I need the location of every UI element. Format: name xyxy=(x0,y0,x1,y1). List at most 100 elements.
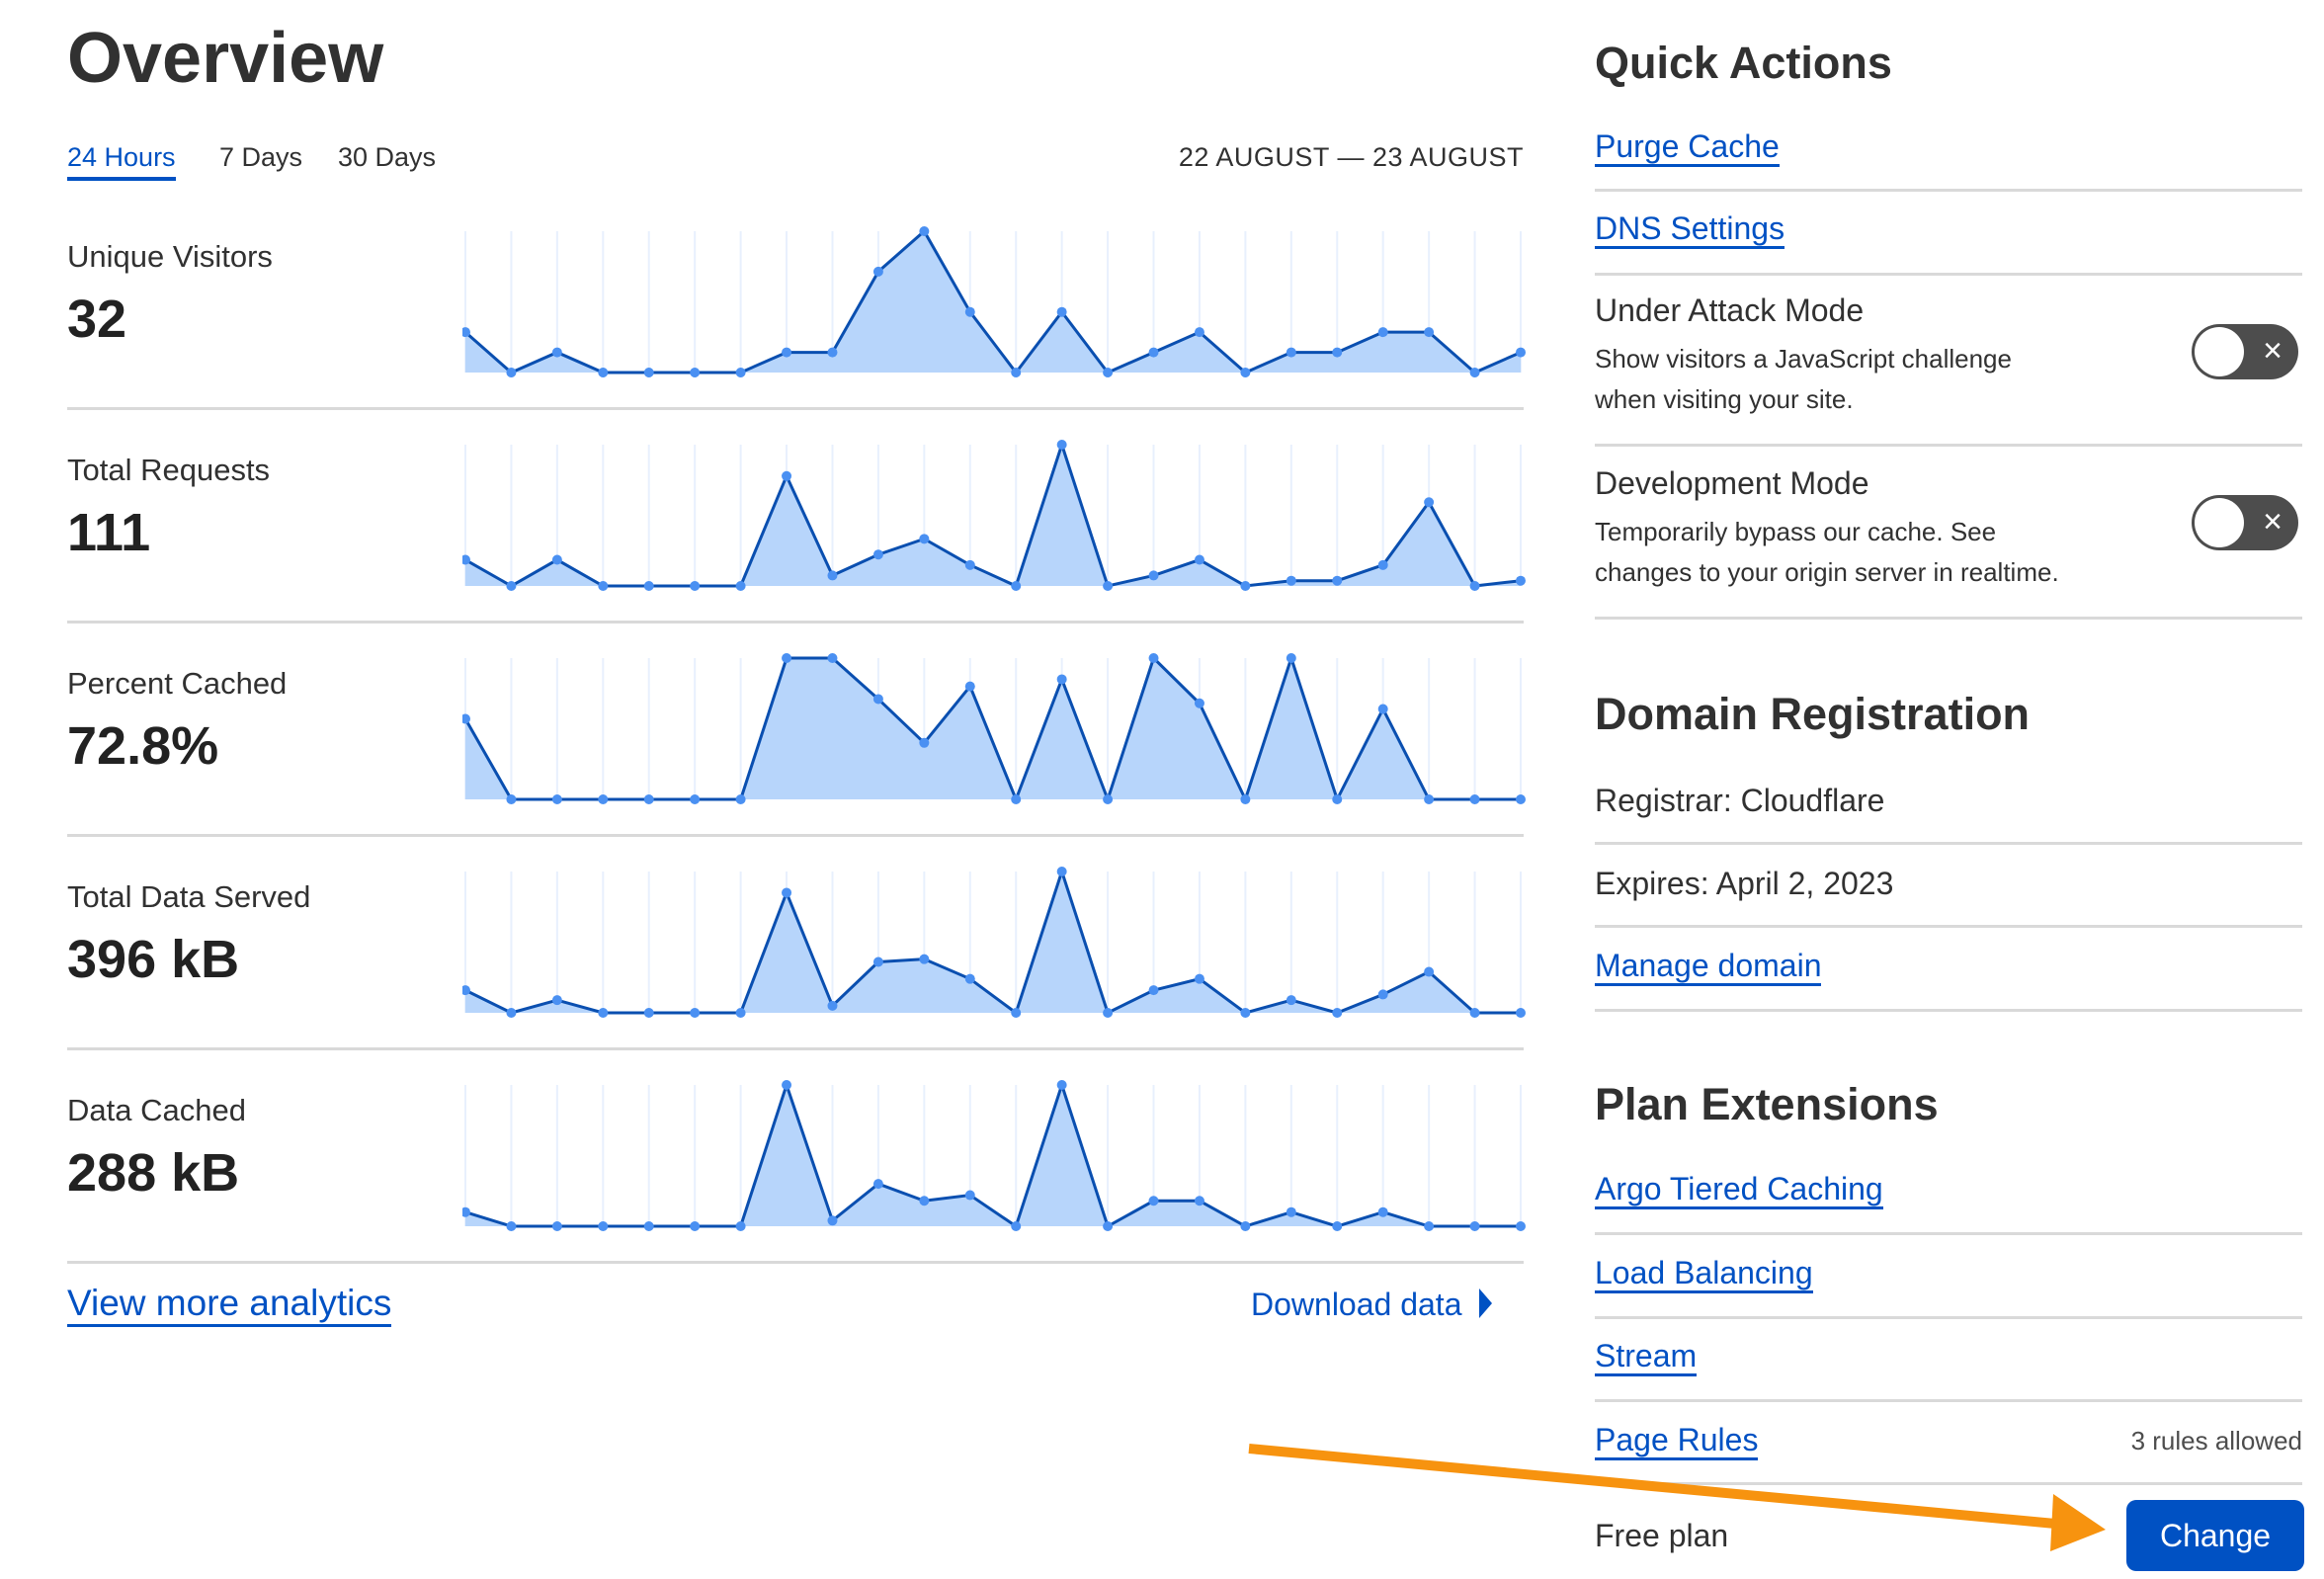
data-point[interactable] xyxy=(1011,1008,1022,1018)
data-point[interactable] xyxy=(1103,1008,1114,1018)
under-attack-mode-toggle[interactable]: × xyxy=(2192,324,2298,379)
data-point[interactable] xyxy=(1103,794,1114,804)
data-point[interactable] xyxy=(1011,368,1022,377)
data-point[interactable] xyxy=(1424,327,1435,338)
data-point[interactable] xyxy=(782,653,792,663)
data-point[interactable] xyxy=(1332,1221,1343,1231)
data-point[interactable] xyxy=(1424,794,1435,804)
data-point[interactable] xyxy=(1011,1221,1022,1231)
data-point[interactable] xyxy=(506,794,517,804)
data-point[interactable] xyxy=(690,368,701,377)
data-point[interactable] xyxy=(782,347,792,358)
data-point[interactable] xyxy=(919,534,930,544)
data-point[interactable] xyxy=(598,794,609,804)
data-point[interactable] xyxy=(1011,581,1022,591)
data-point[interactable] xyxy=(1194,327,1204,338)
data-point[interactable] xyxy=(1194,554,1204,565)
argo-tiered-caching-link[interactable]: Argo Tiered Caching xyxy=(1595,1171,1883,1209)
data-point[interactable] xyxy=(872,549,883,560)
data-point[interactable] xyxy=(643,368,654,377)
data-point[interactable] xyxy=(1240,581,1251,591)
data-point[interactable] xyxy=(1148,653,1159,663)
data-point[interactable] xyxy=(1240,794,1251,804)
data-point[interactable] xyxy=(690,581,701,591)
data-point[interactable] xyxy=(1056,867,1067,876)
data-point[interactable] xyxy=(462,1206,470,1217)
data-point[interactable] xyxy=(919,954,930,964)
data-point[interactable] xyxy=(1424,1221,1435,1231)
data-point[interactable] xyxy=(964,973,975,984)
data-point[interactable] xyxy=(827,347,838,358)
data-point[interactable] xyxy=(643,1008,654,1018)
data-point[interactable] xyxy=(919,226,930,236)
data-point[interactable] xyxy=(1377,327,1388,338)
data-point[interactable] xyxy=(1286,575,1296,586)
tab-7-days[interactable]: 7 Days xyxy=(219,142,303,172)
data-point[interactable] xyxy=(506,581,517,591)
data-point[interactable] xyxy=(1103,581,1114,591)
data-point[interactable] xyxy=(1377,1206,1388,1217)
stream-link[interactable]: Stream xyxy=(1595,1338,1698,1376)
data-point[interactable] xyxy=(598,1221,609,1231)
data-point[interactable] xyxy=(919,1196,930,1206)
data-point[interactable] xyxy=(1011,794,1022,804)
data-point[interactable] xyxy=(782,887,792,898)
data-point[interactable] xyxy=(690,794,701,804)
data-point[interactable] xyxy=(1516,1008,1526,1018)
data-point[interactable] xyxy=(1194,1196,1204,1206)
manage-domain-link[interactable]: Manage domain xyxy=(1595,948,1822,986)
data-point[interactable] xyxy=(1148,985,1159,996)
data-point[interactable] xyxy=(782,470,792,481)
data-point[interactable] xyxy=(964,1190,975,1201)
data-point[interactable] xyxy=(1194,973,1204,984)
data-point[interactable] xyxy=(1332,575,1343,586)
tab-30-days[interactable]: 30 Days xyxy=(338,142,437,172)
data-point[interactable] xyxy=(1377,704,1388,714)
data-point[interactable] xyxy=(827,653,838,663)
data-point[interactable] xyxy=(1148,570,1159,581)
data-point[interactable] xyxy=(872,1179,883,1190)
data-point[interactable] xyxy=(462,554,470,565)
data-point[interactable] xyxy=(462,327,470,338)
data-point[interactable] xyxy=(551,1221,562,1231)
data-point[interactable] xyxy=(735,1008,746,1018)
data-point[interactable] xyxy=(1148,347,1159,358)
data-point[interactable] xyxy=(827,1215,838,1226)
data-point[interactable] xyxy=(964,306,975,317)
data-point[interactable] xyxy=(462,985,470,996)
data-point[interactable] xyxy=(1286,653,1296,663)
data-point[interactable] xyxy=(690,1008,701,1018)
load-balancing-link[interactable]: Load Balancing xyxy=(1595,1255,1813,1293)
data-point[interactable] xyxy=(1516,1221,1526,1231)
data-point[interactable] xyxy=(598,368,609,377)
data-point[interactable] xyxy=(1424,497,1435,508)
data-point[interactable] xyxy=(827,570,838,581)
development-mode-toggle[interactable]: × xyxy=(2192,495,2298,550)
data-point[interactable] xyxy=(1103,1221,1114,1231)
data-point[interactable] xyxy=(735,368,746,377)
data-point[interactable] xyxy=(643,794,654,804)
data-point[interactable] xyxy=(506,368,517,377)
data-point[interactable] xyxy=(1240,1221,1251,1231)
data-point[interactable] xyxy=(1240,368,1251,377)
data-point[interactable] xyxy=(690,1221,701,1231)
data-point[interactable] xyxy=(551,794,562,804)
data-point[interactable] xyxy=(1240,1008,1251,1018)
data-point[interactable] xyxy=(782,1080,792,1090)
data-point[interactable] xyxy=(551,347,562,358)
page-rules-link[interactable]: Page Rules xyxy=(1595,1422,1759,1460)
data-point[interactable] xyxy=(598,581,609,591)
data-point[interactable] xyxy=(1286,1206,1296,1217)
data-point[interactable] xyxy=(1056,440,1067,450)
data-point[interactable] xyxy=(1516,575,1526,586)
data-point[interactable] xyxy=(872,956,883,967)
data-point[interactable] xyxy=(1469,581,1480,591)
data-point[interactable] xyxy=(551,554,562,565)
data-point[interactable] xyxy=(1377,559,1388,570)
data-point[interactable] xyxy=(462,713,470,724)
data-point[interactable] xyxy=(1424,966,1435,977)
data-point[interactable] xyxy=(506,1008,517,1018)
data-point[interactable] xyxy=(1332,1008,1343,1018)
data-point[interactable] xyxy=(1148,1196,1159,1206)
data-point[interactable] xyxy=(964,681,975,692)
